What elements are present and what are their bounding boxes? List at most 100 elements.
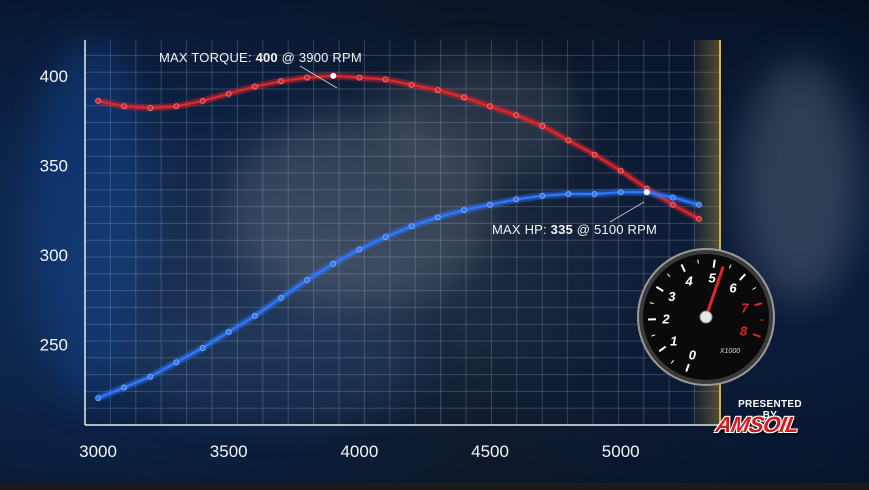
tachometer-gauge: 012 34 567 8 X1000 [637,248,775,386]
data-point [487,201,493,208]
gauge-tick [752,287,757,290]
torque-annotation: MAX TORQUE: 400 @ 3900 RPM [159,50,362,65]
tachometer-unit: X1000 [719,348,740,355]
data-point [617,189,624,196]
gauge-number: 8 [740,324,748,339]
gauge-tick [739,273,746,281]
series-line [97,74,700,221]
data-point [356,74,363,81]
data-point [591,191,598,197]
data-point [539,123,546,129]
data-point [565,137,572,144]
y-tick-label: 350 [40,156,68,175]
gauge-number: 5 [708,271,716,286]
data-point [199,345,206,351]
data-point [461,207,467,214]
max-torque-marker [330,72,337,79]
gauge-tick [666,273,671,278]
data-point [225,90,232,97]
data-point [95,395,101,402]
data-point [147,105,154,111]
data-point [199,97,206,104]
gauge-tick [649,302,654,305]
max-hp-marker [643,189,650,196]
data-point [330,260,337,267]
tachometer-numbers: 012 34 567 8 [661,271,749,363]
gauge-number: 4 [684,274,693,289]
data-point [121,103,128,110]
tachometer-needle [704,266,725,319]
gauge-number: 3 [668,289,676,304]
torque-annotation-leader [299,65,338,89]
chart-axes [84,40,720,426]
gauge-tick [697,259,699,264]
data-point [591,151,598,158]
gauge-tick [680,263,686,273]
x-tick-label: 4000 [340,442,378,461]
gauge-number: 6 [729,281,737,296]
gauge-tick [651,334,656,337]
data-point [382,76,389,83]
amsoil-logo: AMSOIL [713,412,801,437]
data-point [304,277,311,283]
data-point [225,328,232,335]
data-point [617,167,624,174]
gauge-tick [728,264,732,269]
data-point [513,112,520,119]
series-line [97,191,700,400]
gauge-tick [752,333,761,338]
hp-annotation: MAX HP: 335 @ 5100 RPM [492,222,657,237]
data-point [408,223,415,230]
data-point [487,103,493,110]
data-point [251,83,258,90]
data-point [278,294,284,301]
data-point [173,103,180,110]
data-point [565,191,572,197]
data-point [513,196,520,203]
gauge-number: 1 [670,334,677,349]
data-point [670,201,676,208]
data-point [696,201,702,208]
data-point [304,74,311,81]
data-point [356,246,363,253]
presented-by-label: PRESENTED BY [738,399,802,421]
x-tick-label: 4500 [471,442,509,461]
data-point [670,194,676,201]
tick-labels: 250 300 350 400 3000 3500 4000 4500 5000 [40,67,640,461]
tachometer-ticks [648,259,764,372]
data-point [147,373,154,380]
gauge-number: 0 [689,348,697,363]
bottom-bar [0,483,869,490]
gauge-tick [658,345,667,353]
gauge-tick [712,259,716,268]
y-tick-label: 300 [40,246,68,265]
gauge-tick [754,302,763,307]
x-tick-label: 3000 [79,442,117,461]
data-point [173,359,180,366]
y-tick-label: 400 [40,67,68,86]
data-point [251,312,258,319]
data-point [434,214,441,221]
hp-annotation-leader [609,201,645,223]
gauge-tick [670,359,674,364]
x-tick-label: 3500 [210,442,248,461]
data-point [539,192,546,199]
data-point [382,234,389,240]
data-point [461,94,467,101]
data-point [434,87,441,94]
gauge-tick [685,363,690,372]
tachometer-hub [699,310,713,324]
chart-series [95,72,702,402]
gauge-number: 7 [741,301,749,316]
data-point [408,81,415,88]
gauge-tick [655,286,664,292]
series-glow [97,72,701,223]
data-point [95,97,101,104]
gauge-number: 2 [661,312,670,327]
data-point [278,78,284,85]
data-point [696,216,702,222]
data-point [121,384,128,391]
y-tick-label: 250 [40,335,68,354]
